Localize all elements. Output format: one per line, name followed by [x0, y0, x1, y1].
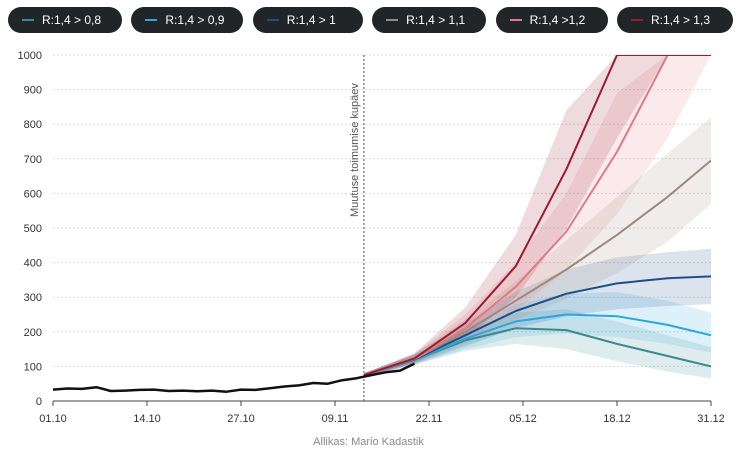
legend-item-r-1-1[interactable]: R:1,4 > 1,1: [372, 7, 487, 33]
annotation-label: Muutuse toimumise kupäev: [349, 83, 361, 217]
y-tick-label: 800: [24, 119, 42, 131]
legend: R:1,4 > 0,8 R:1,4 > 0,9 R:1,4 > 1 R:1,4 …: [8, 6, 733, 34]
y-tick-label: 100: [24, 361, 42, 373]
swatch-r-1: [266, 19, 279, 21]
x-tick-label: 18.12: [603, 413, 631, 425]
legend-label-r-0-9: R:1,4 > 0,9: [165, 13, 225, 27]
x-tick-label: 01.10: [39, 413, 67, 425]
y-tick-label: 400: [24, 258, 42, 270]
x-tick-label: 14.10: [133, 413, 161, 425]
legend-item-r-1[interactable]: R:1,4 > 1: [252, 7, 363, 33]
band-series-0: [363, 309, 711, 379]
y-tick-label: 600: [24, 188, 42, 200]
legend-label-r-0-8: R:1,4 > 0,8: [42, 13, 102, 27]
swatch-r-1-1: [386, 19, 399, 21]
band-series-1: [363, 292, 711, 377]
x-tick-label: 22.11: [416, 413, 443, 425]
legend-item-r-0-9[interactable]: R:1,4 > 0,9: [131, 7, 244, 33]
source-credit: Allikas: Mario Kadastik: [313, 436, 424, 448]
band-series-5: [363, 55, 711, 377]
legend-label-r-1: R:1,4 > 1: [286, 13, 336, 27]
x-tick-label: 05.12: [509, 413, 537, 425]
legend-label-r-1-2: R:1,4 >1,2: [529, 13, 586, 27]
x-tick-label: 09.11: [322, 413, 349, 425]
y-tick-label: 500: [24, 223, 42, 235]
legend-item-r-0-8[interactable]: R:1,4 > 0,8: [8, 7, 122, 33]
y-tick-label: 700: [24, 154, 42, 166]
legend-item-r-1-2[interactable]: R:1,4 >1,2: [495, 7, 608, 33]
swatch-r-1-3: [630, 19, 643, 21]
x-tick-label: 27.10: [227, 413, 255, 425]
swatch-r-0-8: [22, 19, 34, 21]
swatch-r-1-2: [509, 19, 522, 21]
y-tick-label: 300: [24, 292, 42, 304]
legend-label-r-1-1: R:1,4 > 1,1: [406, 13, 466, 27]
x-tick-label: 31.12: [697, 413, 725, 425]
series-line-1: [363, 313, 711, 377]
y-tick-label: 1000: [18, 50, 42, 62]
y-tick-label: 900: [24, 85, 42, 97]
legend-label-r-1-3: R:1,4 > 1,3: [650, 13, 710, 27]
y-tick-label: 0: [36, 396, 42, 408]
band-series-4: [363, 55, 711, 377]
swatch-r-0-9: [145, 19, 158, 21]
band-series-3: [363, 117, 711, 377]
observed-line: [52, 362, 416, 393]
series-line-5: [363, 55, 711, 377]
legend-item-r-1-3[interactable]: R:1,4 > 1,3: [616, 7, 733, 33]
y-tick-label: 200: [24, 327, 42, 339]
